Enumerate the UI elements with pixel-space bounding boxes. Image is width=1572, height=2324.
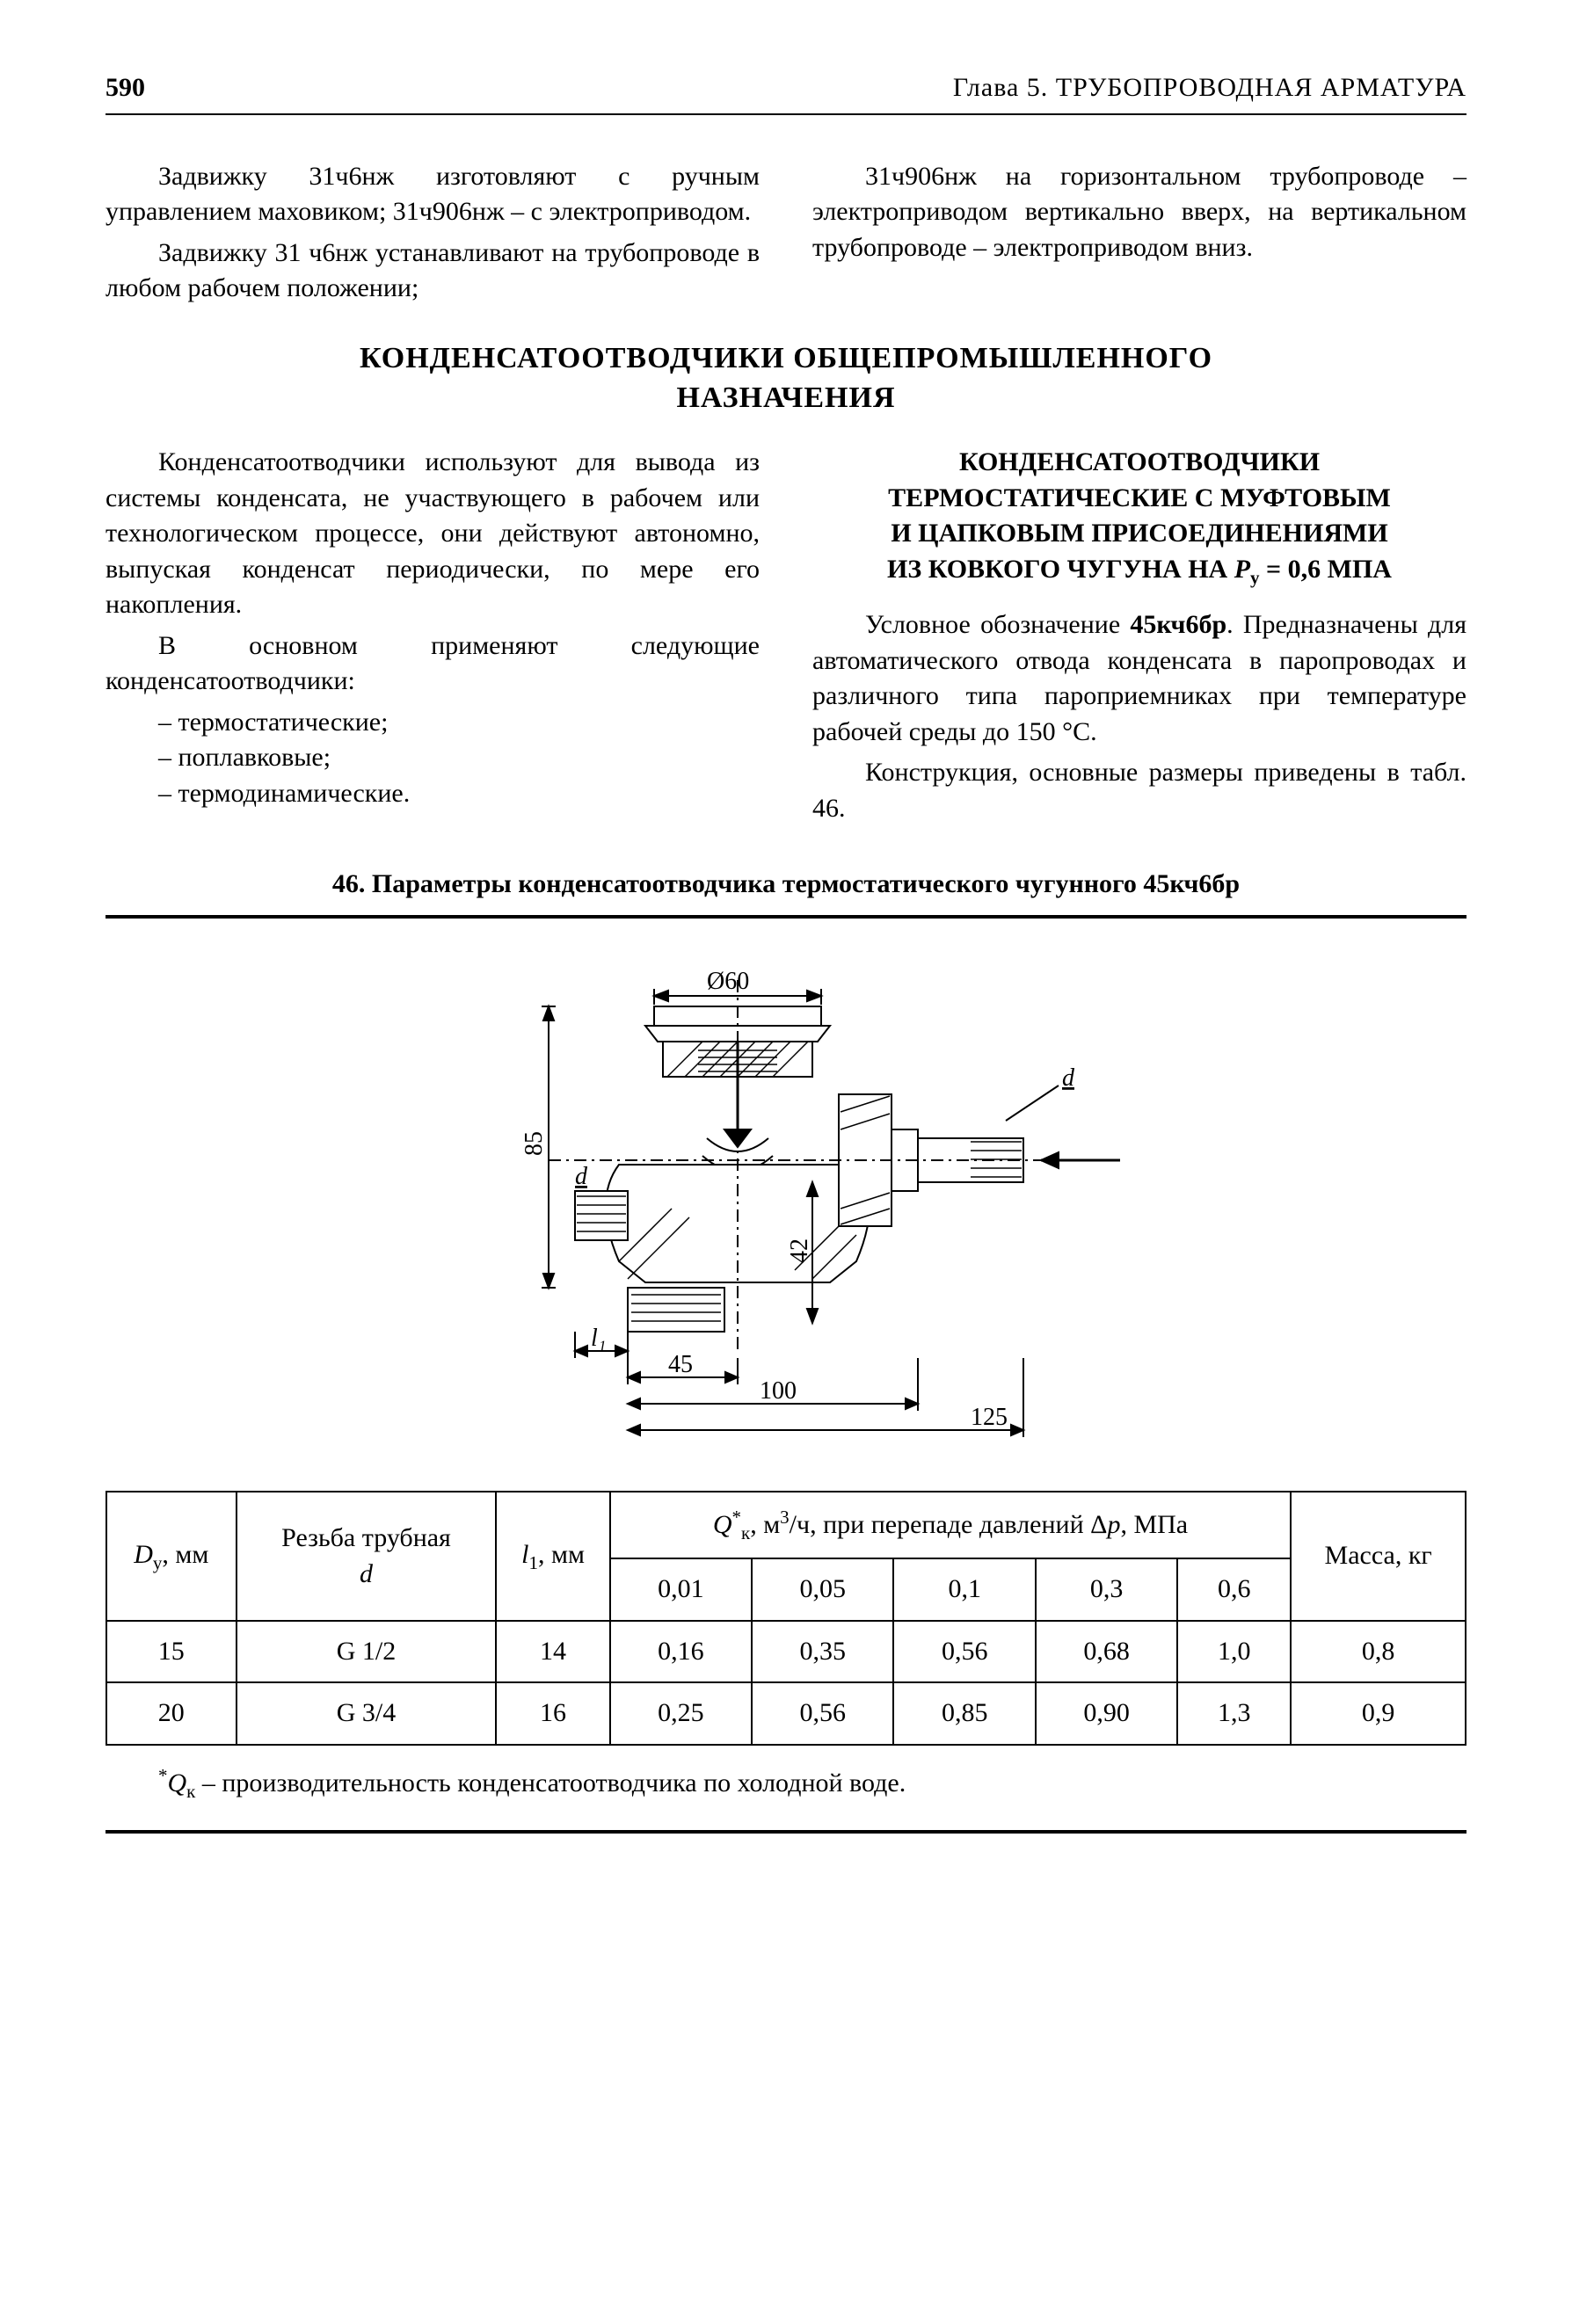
col-mass: Масса, кг	[1291, 1492, 1466, 1621]
paragraph: Конструкция, основные размеры приведены …	[812, 755, 1466, 826]
text: – производительность конденсатоотводчика…	[195, 1768, 906, 1797]
subsection-line: КОНДЕНСАТООТВОДЧИКИ	[959, 447, 1320, 476]
cell: 16	[496, 1682, 609, 1745]
text: Резьба трубная	[281, 1523, 451, 1552]
dash-list: термостатические; поплавковые; термодина…	[106, 705, 760, 812]
text: = 0,6 МПА	[1260, 555, 1392, 584]
col-dp: 0,01	[610, 1558, 752, 1621]
col-dp: 0,3	[1036, 1558, 1177, 1621]
section-title: КОНДЕНСАТООТВОДЧИКИ ОБЩЕПРОМЫШЛЕННОГО НА…	[106, 338, 1466, 419]
sub: к	[741, 1522, 750, 1543]
table-row: 20 G 3/4 16 0,25 0,56 0,85 0,90 1,3 0,9	[106, 1682, 1466, 1745]
sub: y	[153, 1552, 163, 1573]
list-item: термодинамические.	[158, 776, 760, 812]
text: ИЗ КОВКОГО ЧУГУНА НА	[887, 555, 1234, 584]
cell: 0,90	[1036, 1682, 1177, 1745]
rule	[106, 915, 1466, 919]
text: , мм	[538, 1540, 585, 1569]
subscript: y	[1250, 567, 1260, 588]
dim-85: 85	[520, 1131, 548, 1156]
cell: 20	[106, 1682, 237, 1745]
cell: 0,68	[1036, 1621, 1177, 1683]
sym: p	[1107, 1510, 1120, 1539]
rule	[106, 1830, 1466, 1834]
sup: 3	[780, 1507, 790, 1528]
col-q-header: Q*к, м3/ч, при перепаде давлений Δp, МПа	[610, 1492, 1292, 1558]
section-title-line: НАЗНАЧЕНИЯ	[676, 381, 895, 414]
drawing-svg: Ø60	[443, 954, 1129, 1446]
sym: Q	[713, 1510, 732, 1539]
subsection-line: ИЗ КОВКОГО ЧУГУНА НА Py = 0,6 МПА	[887, 555, 1392, 584]
col-thread: Резьба трубная d	[237, 1492, 497, 1621]
col-l1: l1, мм	[496, 1492, 609, 1621]
dim-top: Ø60	[707, 968, 749, 995]
page-number: 590	[106, 70, 145, 106]
footnote: *Qк – производительность конденсатоотвод…	[106, 1763, 1466, 1804]
paragraph: Конденсатоотводчики используют для вывод…	[106, 445, 760, 623]
label-d-left: d	[575, 1163, 588, 1190]
sup: *	[731, 1507, 741, 1528]
col-dp: 0,1	[893, 1558, 1035, 1621]
text: Условное обозначение	[865, 610, 1130, 639]
subsection-line: И ЦАПКОВЫМ ПРИСОЕДИНЕНИЯМИ	[891, 519, 1387, 548]
cell: G 1/2	[237, 1621, 497, 1683]
params-table: Dy, мм Резьба трубная d l1, мм Q*к, м3/ч…	[106, 1491, 1466, 1746]
cell: 0,25	[610, 1682, 752, 1745]
sup: *	[158, 1765, 168, 1786]
subsection-title: КОНДЕНСАТООТВОДЧИКИ ТЕРМОСТАТИЧЕСКИЕ С М…	[812, 445, 1466, 590]
cell: 0,85	[893, 1682, 1035, 1745]
designation: 45кч6бр	[1130, 610, 1226, 639]
cell: 0,16	[610, 1621, 752, 1683]
text: , МПа	[1120, 1510, 1188, 1539]
cell: 0,35	[752, 1621, 893, 1683]
paragraph: Условное обозначение 45кч6бр. Предназнач…	[812, 607, 1466, 750]
cell: 15	[106, 1621, 237, 1683]
cell: 14	[496, 1621, 609, 1683]
paragraph: Задвижку 31 ч6нж устанавливают на трубоп…	[106, 236, 760, 307]
sym: Q	[168, 1768, 187, 1797]
list-item: термостатические;	[158, 705, 760, 741]
cell: 0,56	[752, 1682, 893, 1745]
text: /ч, при перепаде давлений Δ	[790, 1510, 1108, 1539]
col-dy: Dy, мм	[106, 1492, 237, 1621]
label-d-right: d	[1062, 1064, 1075, 1092]
symbol-P: P	[1234, 555, 1250, 584]
body-columns: Конденсатоотводчики используют для вывод…	[106, 445, 1466, 832]
cell: G 3/4	[237, 1682, 497, 1745]
tech-drawing: Ø60	[106, 954, 1466, 1456]
cell: 0,56	[893, 1621, 1035, 1683]
dim-l1: l₁	[591, 1325, 607, 1352]
col-dp: 0,6	[1177, 1558, 1291, 1621]
intro-columns: Задвижку 31ч6нж изготовляют с ручным упр…	[106, 159, 1466, 312]
table-caption: 46. Параметры конденсатоотводчика термос…	[106, 867, 1466, 903]
chapter-title: Глава 5. ТРУБОПРОВОДНАЯ АРМАТУРА	[953, 70, 1466, 106]
paragraph: В основном применяют следующие конденсат…	[106, 628, 760, 700]
sub: 1	[528, 1552, 538, 1573]
text: , м	[750, 1510, 780, 1539]
paragraph: Задвижку 31ч6нж изготовляют с ручным упр…	[106, 159, 760, 230]
running-head: 590 Глава 5. ТРУБОПРОВОДНАЯ АРМАТУРА	[106, 70, 1466, 115]
cell: 1,3	[1177, 1682, 1291, 1745]
dim-45: 45	[668, 1351, 693, 1378]
cell: 1,0	[1177, 1621, 1291, 1683]
subsection-line: ТЕРМОСТАТИЧЕСКИЕ С МУФТОВЫМ	[888, 483, 1391, 512]
sym: D	[134, 1540, 153, 1569]
dim-42: 42	[786, 1238, 813, 1263]
dim-100: 100	[760, 1377, 797, 1405]
col-dp: 0,05	[752, 1558, 893, 1621]
sub: к	[186, 1781, 195, 1802]
list-item: поплавковые;	[158, 740, 760, 776]
paragraph: 31ч906нж на горизонтальном трубопроводе …	[812, 159, 1466, 266]
text: , мм	[162, 1540, 208, 1569]
section-title-line: КОНДЕНСАТООТВОДЧИКИ ОБЩЕПРОМЫШЛЕННОГО	[360, 342, 1212, 374]
sym: d	[360, 1559, 373, 1588]
cell: 0,8	[1291, 1621, 1466, 1683]
page: 590 Глава 5. ТРУБОПРОВОДНАЯ АРМАТУРА Зад…	[0, 0, 1572, 1957]
table-row: 15 G 1/2 14 0,16 0,35 0,56 0,68 1,0 0,8	[106, 1621, 1466, 1683]
dim-125: 125	[971, 1404, 1008, 1431]
cell: 0,9	[1291, 1682, 1466, 1745]
